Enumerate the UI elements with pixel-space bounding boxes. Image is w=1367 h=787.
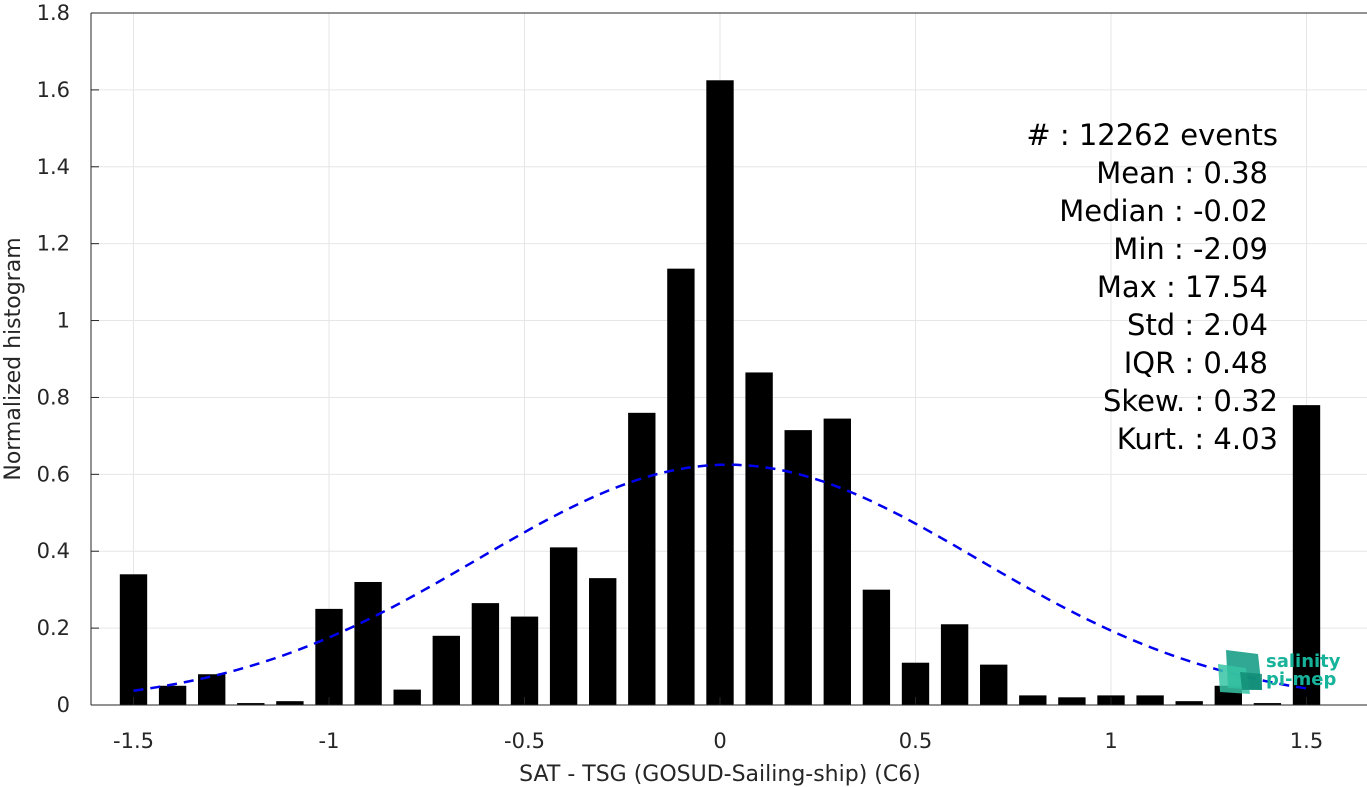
x-tick-label: 0: [713, 729, 726, 753]
histogram-bar: [1175, 701, 1203, 705]
stats-line: Skew. : 0.32: [1103, 384, 1278, 418]
histogram-bar: [745, 372, 773, 705]
stats-line: Std : 2.04: [1127, 308, 1268, 342]
x-axis-label: SAT - TSG (GOSUD-Sailing-ship) (C6): [519, 762, 921, 787]
histogram-bar: [1058, 697, 1086, 705]
histogram-bar: [315, 608, 343, 705]
histogram-bar: [1292, 405, 1321, 705]
stats-line: Mean : 0.38: [1096, 156, 1268, 190]
histogram-bar: [706, 80, 734, 706]
histogram-bar: [432, 635, 460, 705]
x-tick-labels: -1.5 -1 -0.5 0 0.5 1 1.5: [113, 697, 1323, 753]
y-tick-labels: 0 0.2 0.4 0.6 0.8 1 1.2 1.4 1.6 1.8: [37, 1, 99, 717]
y-axis-label: Normalized histogram: [1, 237, 26, 480]
histogram-bar: [1019, 695, 1047, 705]
histogram-bar: [628, 412, 656, 705]
histogram-bar: [471, 603, 500, 705]
histogram-bar: [980, 664, 1008, 705]
stats-line: Min : -2.09: [1113, 232, 1268, 266]
histogram-bar: [276, 701, 304, 705]
logo-cube-icon: [1218, 650, 1262, 694]
y-tick-label: 1.8: [37, 1, 70, 25]
y-tick-label: 0: [57, 693, 70, 717]
histogram-bar: [1253, 703, 1282, 705]
histogram-bar: [354, 581, 382, 705]
histogram-bar: [667, 268, 695, 705]
salinity-pimep-logo: salinity pi-mep: [1218, 650, 1341, 694]
y-tick-label: 0.2: [37, 616, 70, 640]
y-tick-label: 1: [57, 309, 70, 333]
x-tick-label: 1.5: [1290, 729, 1323, 753]
normal-fit-curve: [133, 463, 1307, 692]
y-tick-label: 0.4: [37, 539, 70, 563]
histogram-bar: [589, 578, 617, 705]
histogram-bar: [158, 685, 187, 705]
histogram-bar: [510, 616, 539, 705]
y-tick-label: 0.6: [37, 462, 70, 486]
y-tick-label: 1.2: [37, 232, 70, 256]
y-tick-label: 1.4: [37, 155, 70, 179]
stats-line: # : 12262 events: [1026, 118, 1278, 152]
histogram-bar: [862, 589, 891, 705]
histogram-bar: [1136, 695, 1164, 705]
stats-line: Median : -0.02: [1059, 194, 1268, 228]
x-tick-label: -0.5: [504, 729, 545, 753]
histogram-bars: [119, 80, 1321, 706]
histogram-bar: [393, 689, 421, 705]
axes: [90, 12, 1367, 706]
histogram-bar: [823, 418, 851, 705]
x-tick-label: -1.5: [113, 729, 154, 753]
histogram-bar: [940, 624, 969, 705]
x-tick-label: 0.5: [899, 729, 932, 753]
logo-text-line1: salinity: [1266, 651, 1341, 672]
logo-text-line2: pi-mep: [1266, 669, 1336, 690]
stats-line: IQR : 0.48: [1124, 346, 1268, 380]
x-tick-label: 1: [1104, 729, 1117, 753]
y-tick-label: 0.8: [37, 385, 70, 409]
stats-box: # : 12262 events Mean : 0.38 Median : -0.0…: [1026, 118, 1278, 456]
histogram-bar: [237, 703, 265, 705]
histogram-bar: [549, 547, 578, 705]
histogram-bar: [119, 574, 148, 705]
x-tick-label: -1: [319, 729, 340, 753]
stats-line: Max : 17.54: [1097, 270, 1268, 304]
y-tick-label: 1.6: [37, 78, 70, 102]
stats-line: Kurt. : 4.03: [1117, 422, 1278, 456]
